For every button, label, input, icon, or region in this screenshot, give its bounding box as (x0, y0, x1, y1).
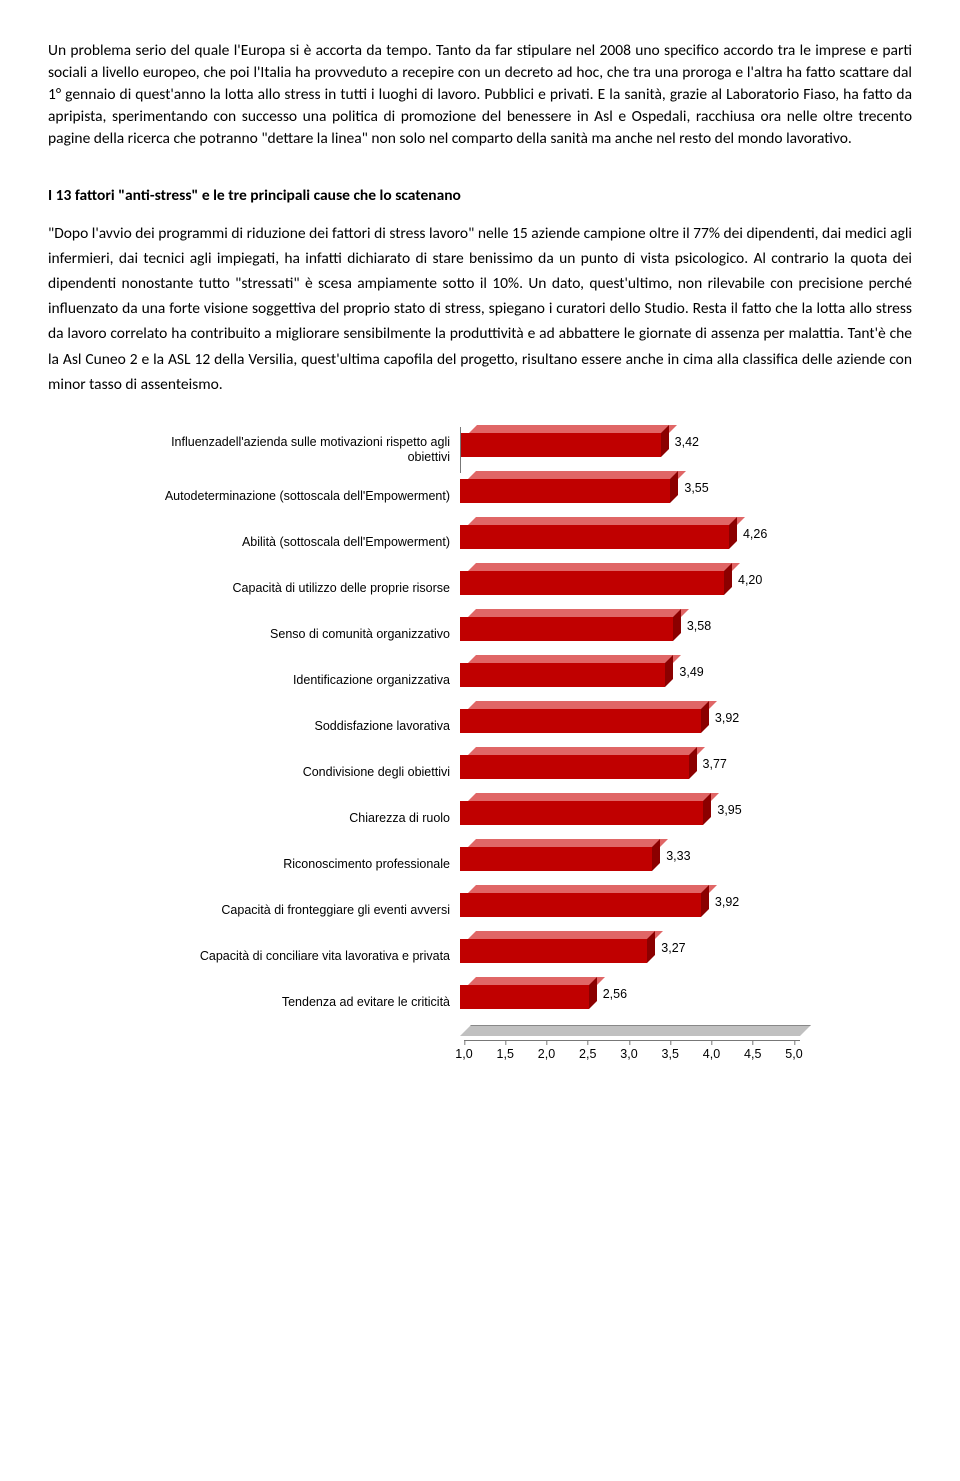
paragraph-2: "Dopo l'avvio dei programmi di riduzione… (48, 221, 912, 397)
paragraph-1: Un problema serio del quale l'Europa si … (48, 40, 912, 150)
bar (460, 939, 647, 963)
bar (460, 893, 701, 917)
bar (460, 985, 589, 1009)
x-tick: 4,5 (744, 1041, 761, 1061)
bar-label: Abilità (sottoscala dell'Empowerment) (160, 535, 460, 549)
bar-label: Soddisfazione lavorativa (160, 719, 460, 733)
bar-value: 3,27 (661, 941, 685, 955)
bar-value: 2,56 (603, 987, 627, 1001)
bar-value: 3,92 (715, 711, 739, 725)
bar-value: 3,42 (675, 435, 699, 449)
bar (460, 571, 724, 595)
bar-label: Senso di comunità organizzativo (160, 627, 460, 641)
bar-value: 3,77 (703, 757, 727, 771)
bar (460, 755, 689, 779)
bar-value: 4,26 (743, 527, 767, 541)
x-tick: 1,5 (497, 1041, 514, 1061)
bar-label: Capacità di conciliare vita lavorativa e… (160, 949, 460, 963)
bar-value: 3,95 (717, 803, 741, 817)
bar-value: 3,92 (715, 895, 739, 909)
bar (460, 617, 673, 641)
bar-value: 3,55 (684, 481, 708, 495)
bar (460, 525, 729, 549)
x-tick: 4,0 (703, 1041, 720, 1061)
x-tick: 3,5 (662, 1041, 679, 1061)
x-tick: 2,5 (579, 1041, 596, 1061)
bar-value: 3,33 (666, 849, 690, 863)
bar-label: Identificazione organizzativa (160, 673, 460, 687)
bar (461, 433, 661, 457)
x-tick: 3,0 (620, 1041, 637, 1061)
bar-label: Tendenza ad evitare le criticità (160, 995, 460, 1009)
section-heading: I 13 fattori "anti-stress" e le tre prin… (48, 186, 912, 205)
bar-label: Capacità di fronteggiare gli eventi avve… (160, 903, 460, 917)
bar-label: Riconoscimento professionale (160, 857, 460, 871)
x-tick: 5,0 (785, 1041, 802, 1061)
bar-label: Condivisione degli obiettivi (160, 765, 460, 779)
bar-label: Chiarezza di ruolo (160, 811, 460, 825)
bar-label: Capacità di utilizzo delle proprie risor… (160, 581, 460, 595)
bar (460, 801, 703, 825)
bar-label: Influenzadell'azienda sulle motivazioni … (160, 435, 460, 464)
bar-value: 4,20 (738, 573, 762, 587)
bar-value: 3,58 (687, 619, 711, 633)
chart-floor (460, 1025, 811, 1036)
x-tick: 1,0 (455, 1041, 472, 1061)
bar (460, 663, 665, 687)
x-axis: 1,01,52,02,53,03,54,04,55,0 (464, 1040, 800, 1071)
bar (460, 479, 670, 503)
bar-label: Autodeterminazione (sottoscala dell'Empo… (160, 489, 460, 503)
bar-value: 3,49 (679, 665, 703, 679)
bar (460, 709, 701, 733)
bar-chart: Influenzadell'azienda sulle motivazioni … (160, 427, 800, 1071)
x-tick: 2,0 (538, 1041, 555, 1061)
bar (460, 847, 652, 871)
